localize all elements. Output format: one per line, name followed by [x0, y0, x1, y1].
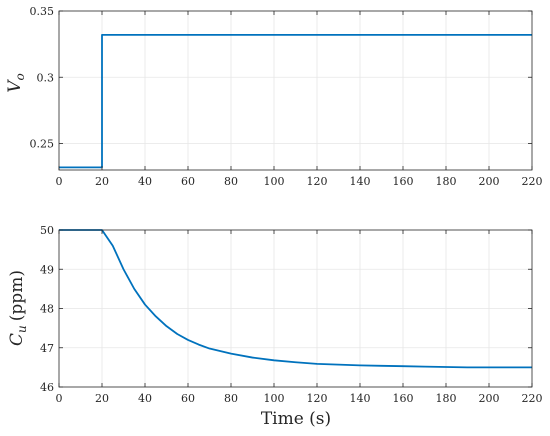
x-tick-label: 40: [138, 175, 152, 188]
x-tick-label: 180: [436, 392, 457, 405]
top-x-tick-labels: 0 20 40 60 80 100 120 140 160 180 200 220: [56, 175, 543, 188]
x-tick-label: 180: [436, 175, 457, 188]
x-tick-label: 0: [56, 175, 63, 188]
top-y-tick-labels: 0.25 0.3 0.35: [30, 5, 55, 151]
x-tick-label: 140: [350, 392, 371, 405]
x-tick-label: 80: [224, 392, 238, 405]
x-tick-label: 120: [307, 392, 328, 405]
y-tick-label: 50: [40, 224, 54, 237]
bottom-y-axis-label: Cu(ppm): [7, 270, 29, 346]
y-tick-label: 0.35: [30, 5, 55, 18]
x-tick-label: 140: [350, 175, 371, 188]
x-tick-label: 220: [522, 175, 543, 188]
x-tick-label: 200: [479, 175, 500, 188]
x-tick-label: 120: [307, 175, 328, 188]
top-axes-frame: [58, 10, 533, 171]
x-tick-label: 0: [56, 392, 63, 405]
bottom-x-tick-labels: 0 20 40 60 80 100 120 140 160 180 200 220: [56, 392, 543, 405]
bottom-ticks: [58, 229, 533, 388]
top-grid: [59, 11, 532, 170]
x-tick-label: 100: [264, 392, 285, 405]
x-tick-label: 20: [95, 175, 109, 188]
top-series: [59, 33, 532, 169]
top-y-axis-label: Vo: [5, 73, 27, 93]
x-tick-label: 160: [393, 175, 414, 188]
bottom-grid: [59, 230, 532, 387]
x-tick-label: 60: [181, 175, 195, 188]
x-tick-label: 40: [138, 392, 152, 405]
y-tick-label: 47: [40, 342, 54, 355]
y-tick-label: 49: [40, 263, 54, 276]
x-tick-label: 80: [224, 175, 238, 188]
x-tick-label: 60: [181, 392, 195, 405]
series-line: [59, 33, 532, 169]
bottom-x-axis-label: Time (s): [261, 409, 331, 429]
y-tick-label: 46: [40, 381, 54, 394]
top-ticks: [58, 10, 533, 170]
x-tick-label: 20: [95, 392, 109, 405]
top-subplot: 0 20 40 60 80 100 120 140 160 180 200 220 0.250.30.…: [5, 5, 543, 188]
x-tick-label: 100: [264, 175, 285, 188]
series-line: [59, 229, 532, 369]
bottom-series: [59, 229, 532, 369]
y-tick-label: 48: [40, 303, 54, 316]
x-tick-label: 220: [522, 392, 543, 405]
x-tick-label: 200: [479, 392, 500, 405]
x-tick-label: 160: [393, 392, 414, 405]
y-tick-label: 0.25: [30, 138, 55, 151]
y-tick-label: 0.3: [37, 71, 55, 84]
bottom-subplot: 0 20 40 60 80 100 120 140 160 180 200 220 46 47 48 49 5…: [7, 224, 543, 429]
bottom-y-tick-labels: 46 47 48 49 50: [40, 224, 54, 394]
